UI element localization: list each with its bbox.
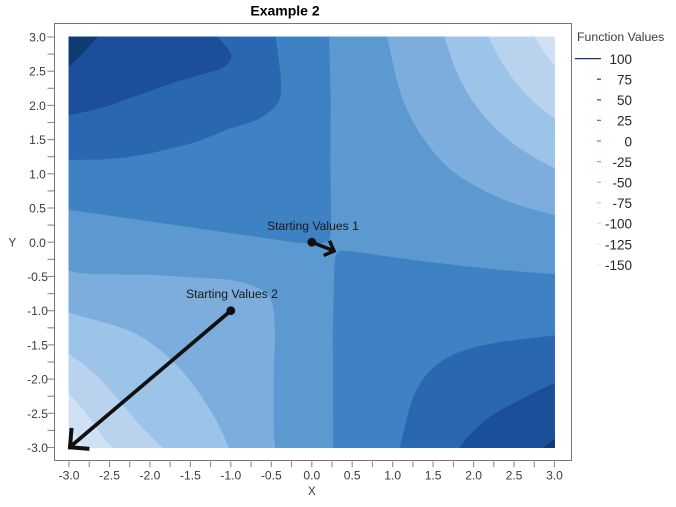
svg-text:2.5: 2.5 [29, 65, 46, 79]
svg-text:-2.0: -2.0 [139, 469, 160, 483]
svg-text:-3.0: -3.0 [27, 441, 48, 455]
svg-text:Y: Y [9, 238, 17, 250]
svg-text:0.0: 0.0 [29, 236, 46, 250]
svg-text:-0.5: -0.5 [261, 469, 282, 483]
svg-text:Example 2: Example 2 [250, 3, 319, 19]
svg-text:X: X [308, 486, 316, 498]
svg-text:-1.5: -1.5 [180, 469, 201, 483]
svg-text:-2.5: -2.5 [99, 469, 120, 483]
svg-text:-75: -75 [612, 196, 632, 211]
svg-text:-25: -25 [612, 155, 632, 170]
svg-text:-2.5: -2.5 [27, 407, 48, 421]
svg-text:0.0: 0.0 [303, 469, 320, 483]
svg-text:-125: -125 [605, 237, 632, 252]
svg-text:25: 25 [617, 114, 632, 129]
svg-text:-1.0: -1.0 [220, 469, 241, 483]
svg-text:-2.0: -2.0 [27, 373, 48, 387]
svg-text:-3.0: -3.0 [59, 469, 80, 483]
svg-text:3.0: 3.0 [29, 31, 46, 45]
svg-text:-1.5: -1.5 [27, 338, 48, 352]
svg-text:1.0: 1.0 [29, 167, 46, 181]
svg-text:Starting Values 2: Starting Values 2 [186, 287, 278, 301]
svg-text:0.5: 0.5 [29, 202, 46, 216]
svg-text:Function Values: Function Values [577, 30, 664, 44]
svg-text:-150: -150 [605, 258, 632, 273]
svg-text:50: 50 [617, 93, 632, 108]
svg-text:1.5: 1.5 [425, 469, 442, 483]
svg-text:100: 100 [609, 52, 632, 67]
svg-text:1.5: 1.5 [29, 133, 46, 147]
svg-text:2.5: 2.5 [506, 469, 523, 483]
svg-text:-100: -100 [605, 217, 632, 232]
svg-text:2.0: 2.0 [465, 469, 482, 483]
svg-text:3.0: 3.0 [546, 469, 563, 483]
svg-text:0: 0 [624, 134, 632, 149]
svg-text:Starting Values 1: Starting Values 1 [267, 219, 359, 233]
svg-text:0.5: 0.5 [344, 469, 361, 483]
svg-text:-50: -50 [612, 176, 632, 191]
svg-text:75: 75 [617, 73, 632, 88]
svg-text:-1.0: -1.0 [27, 304, 48, 318]
svg-text:2.0: 2.0 [29, 99, 46, 113]
svg-text:-0.5: -0.5 [27, 270, 48, 284]
svg-text:1.0: 1.0 [384, 469, 401, 483]
